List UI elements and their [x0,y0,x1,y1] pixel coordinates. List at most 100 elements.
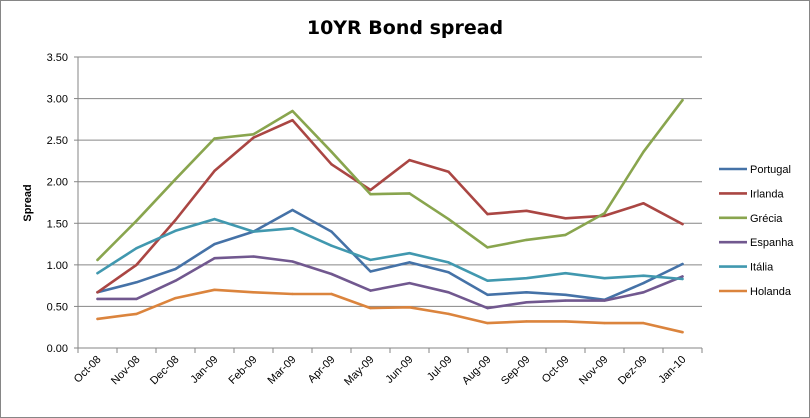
data-point [252,255,255,258]
legend-label: Holanda [750,286,792,298]
legend-label: Portugal [750,164,791,176]
data-point [369,188,372,192]
data-point [135,297,138,301]
data-point [96,317,99,321]
data-point [174,279,177,282]
data-point [486,321,489,325]
x-tick-label: Oct-09 [540,354,572,386]
y-tick-label: 1.00 [47,260,68,272]
data-point [525,320,528,323]
data-point [252,133,255,136]
data-point [213,137,216,140]
data-point [525,209,528,213]
legend-label: Espanha [750,237,794,249]
x-tick-label: Jul-09 [425,354,455,384]
data-point [330,292,333,296]
x-tick-label: Oct-08 [72,354,104,386]
legend-label: Itália [750,262,774,274]
data-point [564,271,567,275]
y-tick-label: 1.50 [47,218,68,230]
y-tick-label: 0.50 [47,301,68,313]
x-tick-label: Jan-09 [188,354,220,386]
data-point [291,260,294,263]
data-point [408,281,411,285]
x-tick-labels: Oct-08 Nov-08 Dec-08 Jan-09 Feb-09 Mar-09 Apr-… [72,354,689,388]
data-point [642,274,645,277]
data-point [291,292,294,296]
data-point [96,297,99,301]
data-point [291,109,294,113]
data-point [564,233,567,237]
data-point [408,192,411,195]
data-point [525,276,528,280]
data-point [174,267,177,271]
x-tick-label: Jun-09 [383,354,415,386]
x-tick-label: Dez-09 [616,354,650,388]
data-point [564,217,567,220]
y-tick-label: 3.50 [47,52,68,64]
data-point [330,230,333,233]
data-point [447,291,450,294]
data-point [291,118,294,122]
data-point [408,252,411,255]
data-point [135,312,138,316]
data-point [681,275,684,278]
data-point [642,321,645,325]
data-point [174,178,177,181]
data-point [642,291,645,294]
data-point [642,202,645,205]
data-point [603,214,606,218]
legend: Portugal Irlanda Grécia Espanha Itália Holand… [719,164,794,298]
series-line-holanda [96,288,684,334]
data-point [252,230,255,233]
series-line-irlanda [96,118,684,294]
x-tick-label: Jan-10 [656,354,688,386]
data-point [330,150,333,153]
data-point [252,136,255,139]
data-point [369,192,372,196]
series-line-grécia [96,98,684,262]
data-point [330,244,333,247]
data-point [447,217,450,221]
data-point [681,262,684,266]
data-point [369,289,372,292]
x-tick-label: Sep-09 [499,354,533,388]
y-tick-label: 0.00 [47,343,68,355]
data-point [603,321,606,325]
data-point [681,277,684,281]
y-axis-label: Spread [22,184,34,221]
data-point [330,163,333,166]
data-point [486,279,489,282]
data-point [408,306,411,309]
data-point [603,212,606,215]
data-point [486,306,489,310]
data-point [213,217,216,221]
data-point [135,263,138,267]
axes [74,56,703,353]
data-point [642,281,645,285]
data-point [330,272,333,276]
data-point [681,331,684,334]
series-line-itália [96,217,684,283]
data-point [174,218,177,222]
data-point [96,271,99,275]
data-point [681,222,684,226]
data-point [603,299,606,302]
data-point [369,270,372,273]
data-point [213,257,216,260]
legend-label: Grécia [750,213,783,225]
data-point [525,301,528,304]
data-point [408,261,411,264]
data-point [486,212,489,216]
data-point [213,288,216,291]
data-point [369,258,372,262]
data-point [681,99,684,102]
x-tick-label: May-09 [342,354,376,388]
y-tick-label: 2.50 [47,135,68,147]
x-tick-label: Feb-09 [226,354,259,387]
data-point [96,291,99,294]
series-line-espanha [96,255,684,310]
data-point [564,293,567,296]
data-point [486,293,489,296]
